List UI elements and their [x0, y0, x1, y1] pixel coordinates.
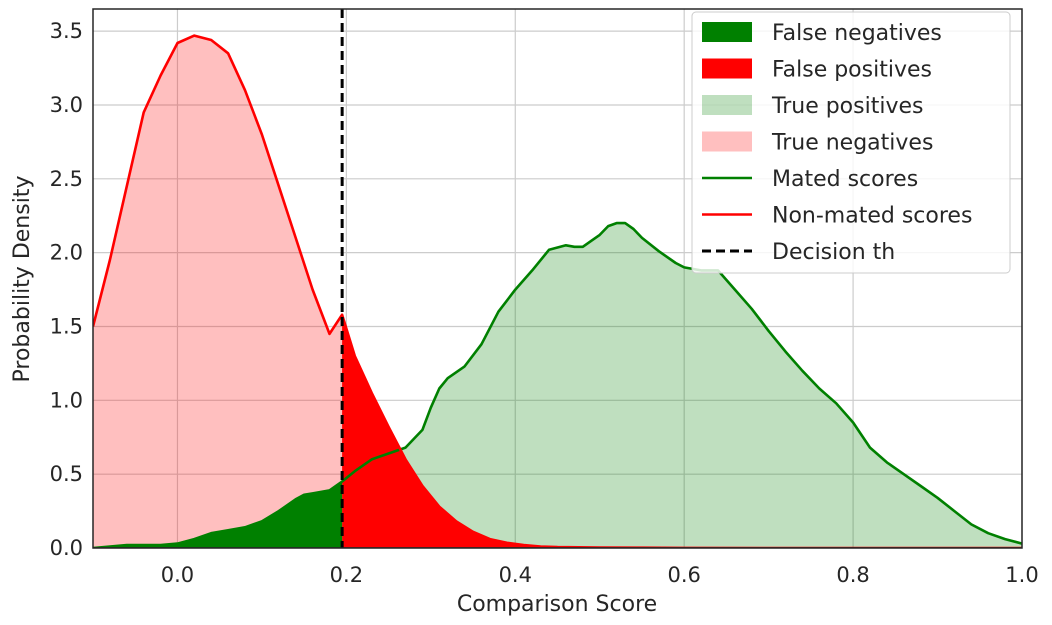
false-negatives-area	[93, 481, 343, 548]
y-tick-label: 1.0	[50, 388, 83, 412]
y-tick-label: 1.5	[50, 314, 83, 338]
y-tick-label: 2.0	[50, 241, 83, 265]
y-tick-label: 3.0	[50, 93, 83, 117]
tick-labels: 0.0 0.2 0.4 0.6 0.8 1.0 0.0 0.5 1.0 1.5 2.0 2.5 3.0 3…	[50, 19, 1039, 587]
mated-scores-line	[93, 221, 1022, 548]
legend-label-false-positives: False positives	[772, 58, 932, 83]
legend-swatch-true-negatives	[702, 131, 752, 152]
x-tick-label: 0.0	[161, 563, 194, 587]
y-axis-label: Probability Density	[10, 176, 35, 383]
x-tick-label: 1.0	[1005, 563, 1038, 587]
y-tick-label: 3.5	[50, 19, 83, 43]
legend-label-decision-th: Decision th	[772, 240, 895, 265]
true-positives-area	[342, 223, 1022, 548]
false-positives-area	[342, 314, 1022, 548]
legend: False negatives False positives True posit…	[691, 11, 1011, 274]
legend-box	[691, 11, 1011, 274]
true-negatives-area	[93, 35, 343, 548]
x-tick-label: 0.2	[330, 563, 363, 587]
y-tick-label: 0.5	[50, 462, 83, 486]
plot-frame	[92, 8, 1023, 549]
legend-label-mated-scores: Mated scores	[772, 167, 918, 192]
x-tick-label: 0.4	[499, 563, 532, 587]
x-axis-label: Comparison Score	[457, 592, 657, 617]
legend-label-true-positives: True positives	[771, 94, 923, 119]
legend-label-false-negatives: False negatives	[772, 21, 942, 46]
legend-swatch-false-positives	[702, 58, 752, 79]
y-tick-label: 2.5	[50, 167, 83, 191]
legend-label-non-mated-scores: Non-mated scores	[772, 204, 972, 229]
legend-swatch-false-negatives	[702, 22, 752, 42]
density-areas	[93, 35, 1022, 548]
x-tick-label: 0.8	[836, 563, 869, 587]
legend-label-true-negatives: True negatives	[771, 131, 933, 156]
legend-swatch-true-positives	[702, 95, 752, 115]
y-tick-label: 0.0	[50, 536, 83, 560]
x-tick-label: 0.6	[667, 563, 700, 587]
